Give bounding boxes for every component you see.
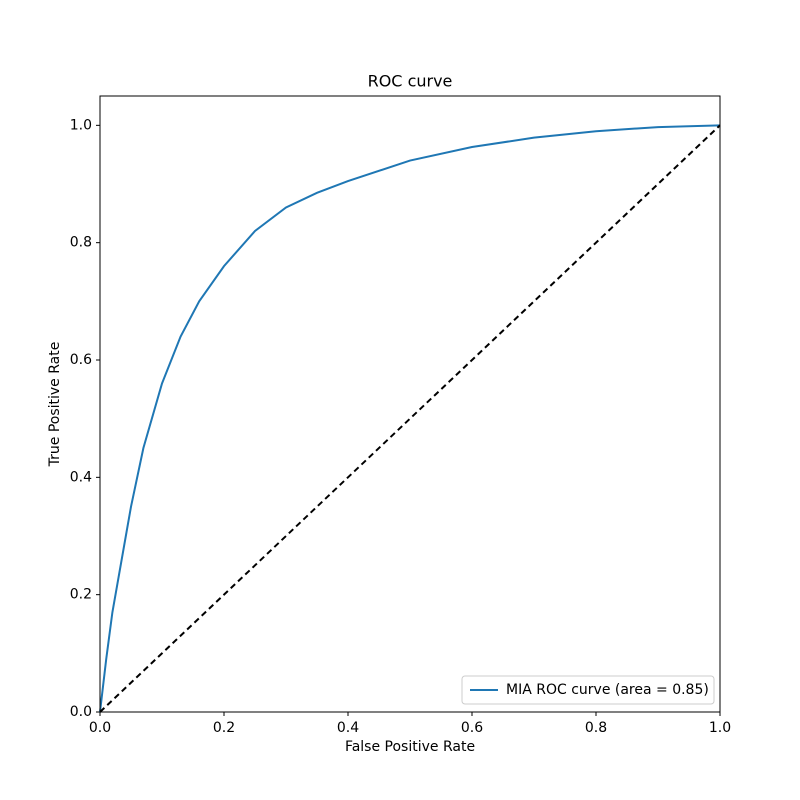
x-tick-label: 0.8 xyxy=(585,720,607,736)
y-tick-label: 0.4 xyxy=(70,469,92,485)
legend-label: MIA ROC curve (area = 0.85) xyxy=(506,682,709,698)
legend-box xyxy=(461,675,715,705)
y-tick-label: 1.0 xyxy=(70,117,92,133)
roc-line xyxy=(99,124,721,713)
roc-line xyxy=(99,124,721,713)
plot-frame xyxy=(99,95,721,713)
x-axis-label: False Positive Rate xyxy=(345,739,475,755)
x-tick-label: 1.0 xyxy=(709,720,731,736)
y-tick-label: 0.0 xyxy=(70,704,92,720)
chart-title: ROC curve xyxy=(368,72,453,91)
x-tick-label: 0.4 xyxy=(337,720,359,736)
x-tick-label: 0.2 xyxy=(213,720,235,736)
x-tick-label: 0.0 xyxy=(89,720,111,736)
y-tick-label: 0.6 xyxy=(70,352,92,368)
y-axis-label: True Positive Rate xyxy=(47,342,63,468)
y-tick-label: 0.8 xyxy=(70,235,92,251)
x-tick-label: 0.6 xyxy=(461,720,483,736)
y-tick-label: 0.2 xyxy=(70,587,92,603)
